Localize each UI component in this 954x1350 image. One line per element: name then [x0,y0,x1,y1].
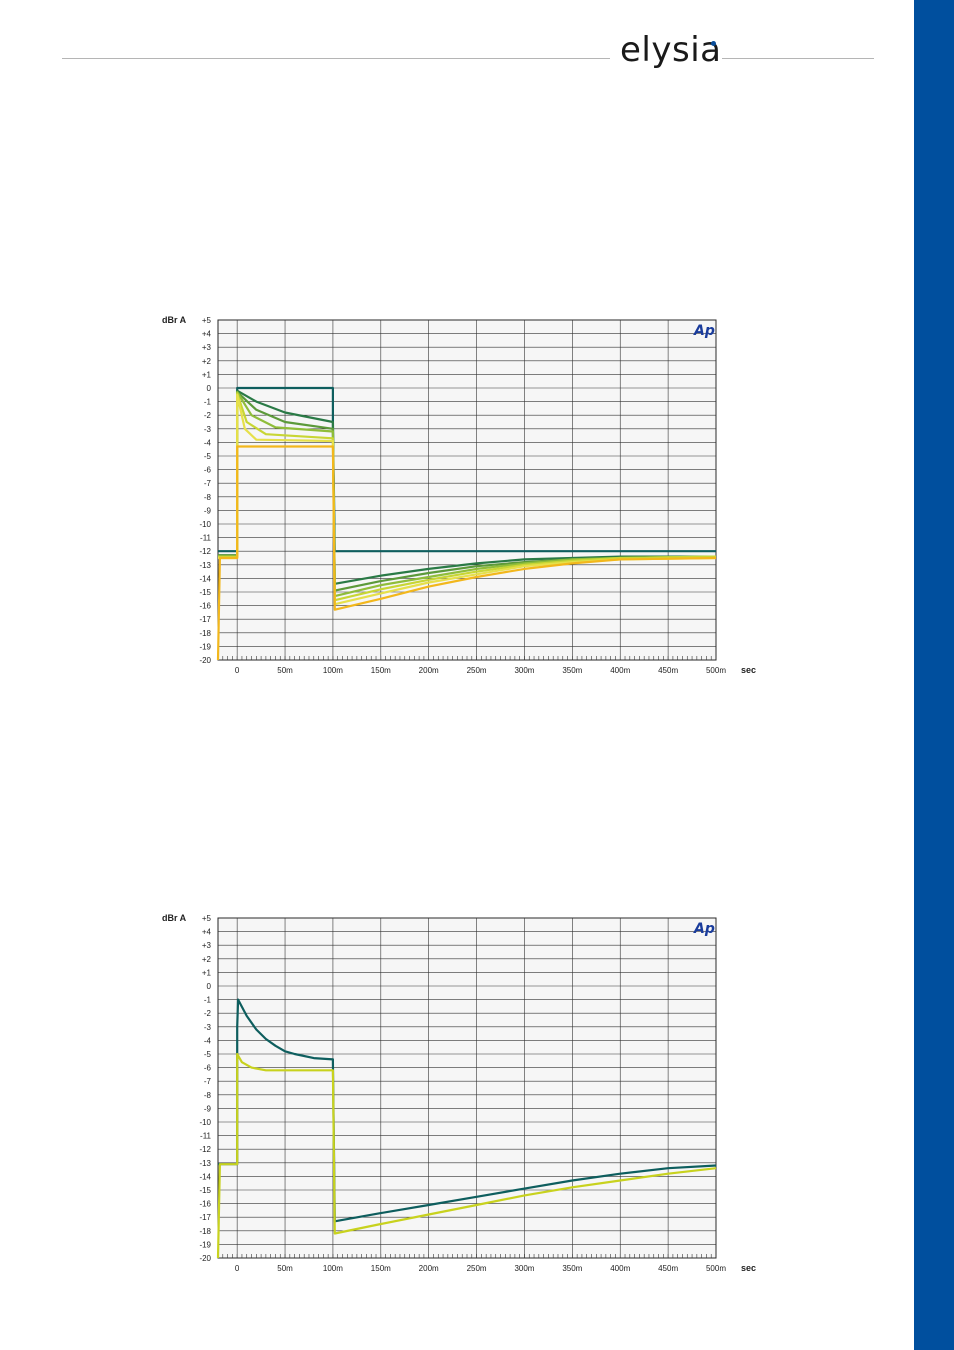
y-tick-label: +2 [202,955,212,964]
y-tick-label: -17 [199,1213,211,1222]
x-tick-label: 350m [562,1264,582,1273]
plot-area [217,917,717,1259]
y-tick-label: -7 [204,479,212,488]
y-tick-label: -18 [199,1227,211,1236]
y-tick-label: +1 [202,968,212,977]
y-axis-label: dBr A [162,315,187,325]
y-tick-label: -15 [199,1186,211,1195]
x-tick-label: 250m [467,1264,487,1273]
y-tick-label: -12 [199,547,211,556]
sidebar-band [914,0,954,1350]
y-tick-label: -7 [204,1077,212,1086]
y-tick-label: -11 [200,1132,212,1141]
x-tick-label: 250m [467,666,487,675]
y-tick-label: -1 [204,996,212,1005]
brand-logo: elysia [620,30,722,70]
y-tick-label: -3 [204,425,212,434]
x-tick-label: 50m [277,666,293,675]
y-tick-label: -16 [199,1200,211,1209]
ap-logo-badge: Ap [693,921,715,937]
x-tick-label: 400m [610,1264,630,1273]
y-tick-label: -13 [199,561,211,570]
y-tick-label: -14 [199,1172,211,1181]
x-tick-label: 200m [419,1264,439,1273]
series-line-4 [218,390,717,598]
y-tick-label: -8 [204,1091,212,1100]
y-tick-label: -9 [204,506,212,515]
x-tick-label: 200m [419,666,439,675]
y-tick-label: -13 [199,1159,211,1168]
y-tick-label: +5 [202,316,212,325]
y-tick-label: -11 [200,534,212,543]
y-tick-label: -17 [199,615,211,624]
y-tick-label: -3 [204,1023,212,1032]
x-tick-label: 300m [514,1264,534,1273]
x-tick-label: 300m [514,666,534,675]
y-tick-label: -8 [204,493,212,502]
y-tick-label: -9 [204,1104,212,1113]
y-tick-label: 0 [207,384,212,393]
logo-dot-icon [711,41,716,46]
y-tick-label: +4 [202,928,212,937]
x-tick-label: 150m [371,1264,391,1273]
y-tick-label: -5 [204,452,212,461]
y-tick-label: -15 [199,588,211,597]
y-tick-label: -10 [199,520,211,529]
x-axis-label: sec [741,1263,756,1273]
y-tick-label: -18 [199,629,211,638]
y-tick-label: -16 [199,602,211,611]
x-tick-label: 0 [235,1264,240,1273]
header-rule-left [62,58,610,59]
plot-area [217,319,717,661]
y-tick-label: +5 [202,914,212,923]
y-tick-label: 0 [207,982,212,991]
y-tick-label: -19 [199,642,211,651]
y-axis-label: dBr A [162,913,187,923]
y-tick-label: +4 [202,330,212,339]
chart-1: +5 +4 +3 +2 +1 0 -1 -2 -3 -4 -5 -6 -7 -8 -9 -10 -11 -12 -1… [162,315,756,675]
y-tick-label: -5 [204,1050,212,1059]
y-tick-label: +2 [202,357,212,366]
series-line-1 [218,998,717,1223]
y-tick-label: -6 [204,466,212,475]
y-tick-label: -14 [199,574,211,583]
y-tick-label: +3 [202,343,212,352]
y-tick-label: +3 [202,941,212,950]
chart-2: +5 +4 +3 +2 +1 0 -1 -2 -3 -4 -5 -6 -7 -8 -9 -10 -11 -12 -1… [162,913,756,1273]
y-tick-label: -20 [199,1254,211,1263]
ap-logo-badge: Ap [693,323,715,339]
header-rule-right [722,58,874,59]
y-tick-label: -1 [204,398,212,407]
y-tick-label: -12 [199,1145,211,1154]
x-tick-label: 100m [323,666,343,675]
x-tick-label: 0 [235,666,240,675]
x-tick-label: 50m [277,1264,293,1273]
y-tick-label: -2 [204,1009,212,1018]
x-axis-label: sec [741,665,756,675]
x-tick-label: 100m [323,1264,343,1273]
y-tick-label: -19 [199,1240,211,1249]
x-tick-label: 500m [706,1264,726,1273]
series-line-6 [218,393,717,606]
y-tick-label: -4 [204,438,212,447]
y-tick-label: +1 [202,370,212,379]
series-line-2 [216,1052,717,1259]
x-tick-label: 450m [658,666,678,675]
x-tick-label: 350m [562,666,582,675]
y-tick-label: -4 [204,1036,212,1045]
y-tick-label: -6 [204,1064,212,1073]
y-tick-label: -20 [199,656,211,665]
series-line-7 [216,445,717,661]
y-tick-label: -2 [204,411,212,420]
x-tick-label: 500m [706,666,726,675]
x-tick-label: 150m [371,666,391,675]
y-tick-label: -10 [199,1118,211,1127]
x-tick-label: 400m [610,666,630,675]
x-tick-label: 450m [658,1264,678,1273]
